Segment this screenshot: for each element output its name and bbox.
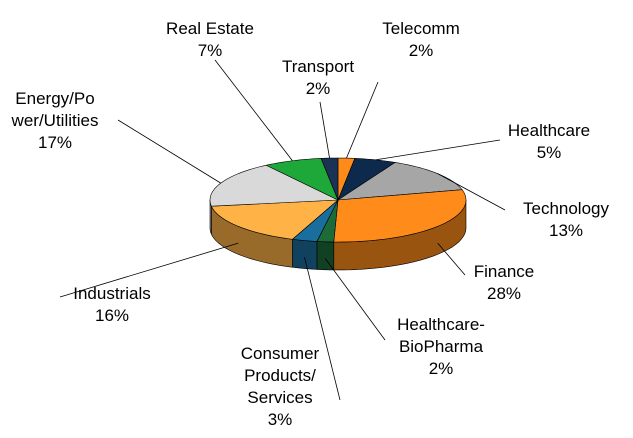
category-label: Services: [247, 388, 312, 407]
leader-line: [346, 81, 379, 159]
leader-line: [117, 119, 221, 184]
category-label: Technology: [523, 199, 610, 218]
value-label: 13%: [549, 221, 583, 240]
slice: [320, 157, 339, 201]
value-label: 2%: [429, 359, 454, 378]
leader-line: [304, 257, 341, 401]
category-label: Healthcare-: [397, 315, 485, 334]
slice: [333, 189, 467, 243]
leader-line: [59, 242, 239, 298]
leader-line: [437, 242, 466, 276]
slice-side: [316, 241, 335, 271]
category-label: wer/Utilities: [11, 111, 99, 130]
value-label: 16%: [95, 306, 129, 325]
value-label: 3%: [268, 410, 293, 429]
slice: [209, 164, 339, 207]
value-label: 17%: [38, 133, 72, 152]
leader-line: [375, 139, 501, 161]
category-label: Consumer: [241, 344, 320, 363]
category-label: BioPharma: [399, 337, 484, 356]
value-label: 2%: [306, 79, 331, 98]
value-label: 28%: [487, 284, 521, 303]
slice: [210, 199, 339, 240]
category-label: Telecomm: [382, 19, 459, 38]
category-label: Real Estate: [166, 19, 254, 38]
slice: [291, 199, 339, 242]
category-label: Finance: [474, 262, 534, 281]
category-label: Healthcare: [508, 121, 590, 140]
leader-line: [319, 101, 330, 159]
value-label: 7%: [198, 41, 223, 60]
value-label: 2%: [409, 41, 434, 60]
category-label: Transport: [282, 57, 354, 76]
leader-line: [214, 59, 293, 161]
category-label: Industrials: [73, 284, 150, 303]
leader-line: [324, 258, 386, 341]
slice: [337, 162, 463, 201]
category-label: Products/: [244, 366, 316, 385]
slice-side: [292, 238, 318, 270]
leader-line: [437, 173, 506, 211]
value-label: 5%: [537, 143, 562, 162]
category-label: Energy/Po: [15, 89, 94, 108]
